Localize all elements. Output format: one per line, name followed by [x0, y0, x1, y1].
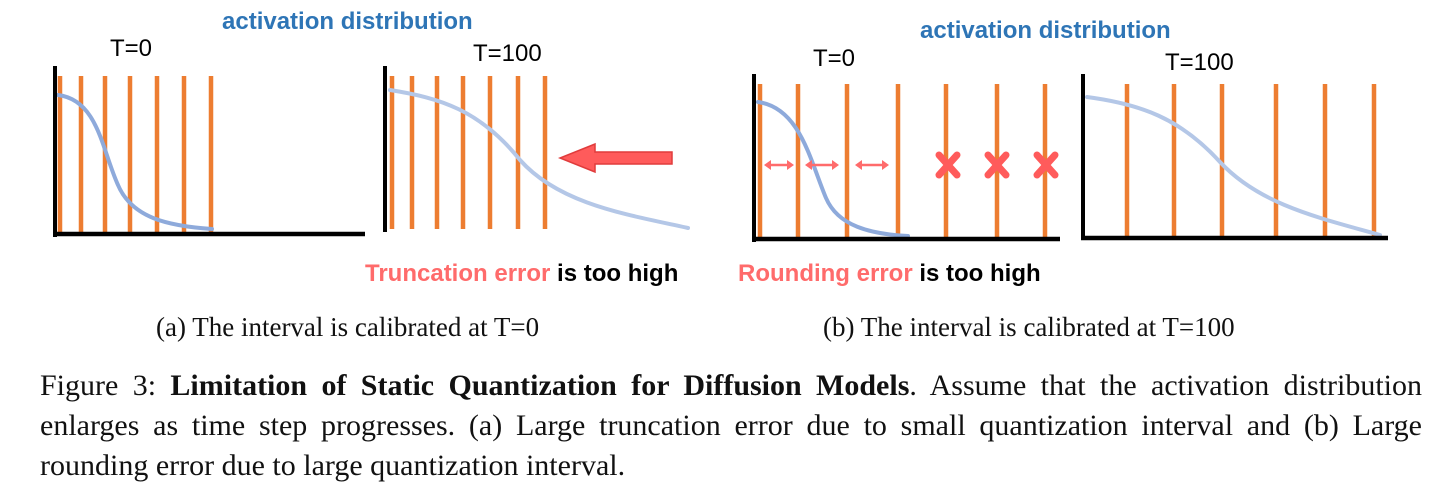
activation-curve — [388, 88, 690, 230]
rounding-gap-arrows — [764, 160, 889, 170]
caption-body: . Assume that the activation distributio… — [40, 369, 1422, 482]
panel-b-error-note: Rounding error is too high — [738, 260, 1041, 287]
panel-a-error-note: Truncation error is too high — [365, 260, 678, 287]
activation-curve — [756, 100, 910, 238]
activation-curve — [1085, 95, 1382, 237]
unused-level-cross-marks — [935, 151, 1059, 179]
panel-b-right-label: T=100 — [1165, 49, 1234, 76]
panel-a-heading: activation distribution — [222, 8, 473, 35]
subcaption-a: (a) The interval is calibrated at T=0 — [156, 312, 540, 342]
figure-caption: Figure 3: Limitation of Static Quantizat… — [40, 366, 1422, 486]
caption-title: Limitation of Static Quantization for Di… — [170, 369, 910, 402]
rounding-error-highlight: Rounding error — [738, 260, 913, 287]
error-note-rest: is too high — [913, 260, 1041, 287]
panel-a-left-chart — [53, 66, 365, 237]
panel-b-left-chart — [752, 74, 1060, 242]
panel-b-right-chart — [1081, 74, 1388, 241]
quantization-bars — [389, 76, 548, 229]
truncation-error-highlight: Truncation error — [365, 260, 550, 287]
error-note-rest: is too high — [550, 260, 678, 287]
activation-curve — [56, 93, 214, 231]
panel-a-left-label: T=0 — [110, 35, 152, 62]
panel-b-heading: activation distribution — [920, 17, 1171, 44]
subcaption-b: (b) The interval is calibrated at T=100 — [823, 312, 1235, 342]
quantization-bars — [1124, 84, 1377, 236]
panel-a-right-chart — [383, 66, 690, 232]
truncation-arrow — [557, 142, 673, 174]
caption-prefix: Figure 3: — [40, 369, 171, 402]
panel-a-right-label: T=100 — [473, 40, 542, 67]
figure-3-illustration: activation distribution T=0 T=100 — [53, 8, 1388, 287]
panel-b-left-label: T=0 — [813, 45, 855, 72]
